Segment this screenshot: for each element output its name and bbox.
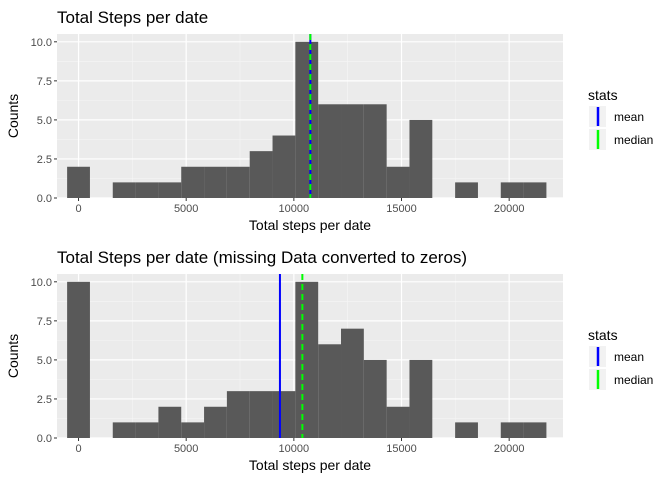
- legend-label-mean: mean: [614, 350, 644, 364]
- histogram-bar: [318, 344, 342, 438]
- x-axis-title: Total steps per date: [249, 217, 371, 233]
- x-tick-label: 20000: [494, 203, 525, 215]
- y-axis-title: Counts: [5, 94, 21, 138]
- histogram-bar: [249, 391, 273, 438]
- chart-panel-2: Total Steps per date (missing Data conve…: [0, 240, 672, 480]
- y-tick-label: 5.0: [37, 355, 52, 367]
- histogram-bar: [341, 328, 364, 438]
- histogram-bar: [112, 422, 136, 438]
- histogram-bar: [249, 151, 273, 198]
- histogram-bar: [135, 422, 159, 438]
- histogram-bar: [455, 422, 478, 438]
- histogram-bar: [318, 104, 342, 198]
- legend-label-mean: mean: [614, 110, 644, 124]
- histogram-bar: [135, 182, 159, 198]
- x-tick-label: 0: [75, 443, 81, 455]
- legend-label-median: median: [614, 373, 653, 387]
- x-tick-label: 15000: [386, 203, 417, 215]
- histogram-bar: [341, 104, 364, 198]
- histogram-bar: [523, 422, 547, 438]
- histogram-bar: [386, 166, 410, 198]
- histogram-bar: [204, 166, 227, 198]
- histogram-bar: [67, 281, 90, 438]
- histogram-bar: [363, 104, 387, 198]
- histogram-bar: [226, 166, 250, 198]
- legend-title: stats: [588, 327, 618, 343]
- y-tick-label: 7.5: [37, 76, 52, 88]
- x-tick-label: 5000: [174, 443, 198, 455]
- histogram-bar: [363, 359, 387, 438]
- histogram-2: Total Steps per date (missing Data conve…: [5, 248, 653, 473]
- histogram-bar: [409, 119, 433, 198]
- histogram-bar: [67, 166, 90, 198]
- chart-title: Total Steps per date: [57, 8, 208, 27]
- histogram-bar: [158, 406, 182, 438]
- x-tick-label: 10000: [279, 443, 310, 455]
- histogram-bar: [158, 182, 182, 198]
- y-tick-label: 2.5: [37, 154, 52, 166]
- x-tick-label: 5000: [174, 203, 198, 215]
- histogram-1: Total Steps per date 0 5000 10000 15000 20000…: [5, 8, 653, 233]
- legend-label-median: median: [614, 133, 653, 147]
- y-tick-label: 10.0: [31, 277, 52, 289]
- histogram-bar: [523, 182, 547, 198]
- y-tick-label: 10.0: [31, 37, 52, 49]
- histogram-bar: [455, 182, 478, 198]
- legend-title: stats: [588, 87, 618, 103]
- histogram-bar: [272, 135, 296, 198]
- histogram-bar: [226, 391, 250, 438]
- x-tick-label: 15000: [386, 443, 417, 455]
- histogram-bar: [295, 41, 319, 198]
- y-tick-label: 0.0: [37, 193, 52, 205]
- y-tick-label: 7.5: [37, 316, 52, 328]
- histogram-bar: [409, 359, 433, 438]
- histogram-bar: [181, 422, 205, 438]
- histogram-bar: [204, 406, 227, 438]
- histogram-bar: [295, 281, 319, 438]
- y-tick-label: 5.0: [37, 115, 52, 127]
- histogram-bar: [181, 166, 205, 198]
- histogram-bar: [272, 391, 296, 438]
- y-tick-label: 2.5: [37, 394, 52, 406]
- x-tick-label: 10000: [279, 203, 310, 215]
- chart-title: Total Steps per date (missing Data conve…: [57, 248, 467, 267]
- chart-panel-1: Total Steps per date 0 5000 10000 15000 20000…: [0, 0, 672, 240]
- y-tick-label: 0.0: [37, 433, 52, 445]
- histogram-bar: [112, 182, 136, 198]
- histogram-bar: [500, 182, 524, 198]
- x-axis-title: Total steps per date: [249, 457, 371, 473]
- histogram-bar: [386, 406, 410, 438]
- x-tick-label: 20000: [494, 443, 525, 455]
- histogram-bar: [500, 422, 524, 438]
- y-axis-title: Counts: [5, 334, 21, 378]
- x-tick-label: 0: [75, 203, 81, 215]
